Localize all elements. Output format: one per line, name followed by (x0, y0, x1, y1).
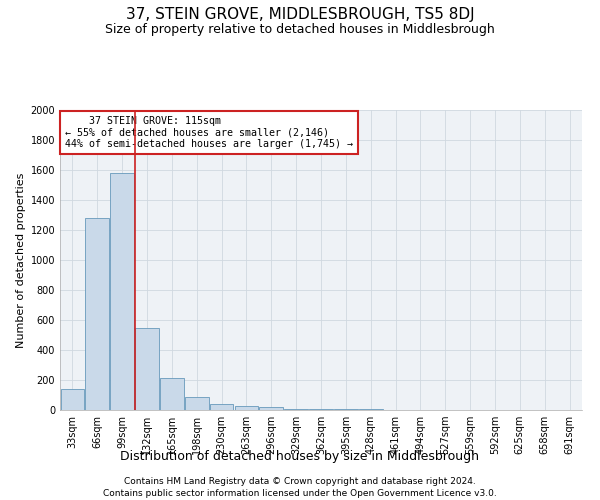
Bar (309, 409, 333, 410)
Bar (284, 409, 308, 410)
Text: 37, STEIN GROVE, MIDDLESBROUGH, TS5 8DJ: 37, STEIN GROVE, MIDDLESBROUGH, TS5 8DJ (125, 8, 475, 22)
Bar (135, 328, 159, 410)
Bar (235, 406, 258, 410)
Text: Contains HM Land Registry data © Crown copyright and database right 2024.: Contains HM Land Registry data © Crown c… (124, 478, 476, 486)
Y-axis label: Number of detached properties: Number of detached properties (16, 172, 26, 348)
Bar (210, 404, 233, 410)
Bar (359, 409, 383, 410)
Bar (110, 173, 134, 410)
Bar (334, 409, 358, 410)
Text: Distribution of detached houses by size in Middlesbrough: Distribution of detached houses by size … (121, 450, 479, 463)
Text: Contains public sector information licensed under the Open Government Licence v3: Contains public sector information licen… (103, 489, 497, 498)
Bar (185, 397, 209, 410)
Bar (85, 218, 109, 410)
Text: Size of property relative to detached houses in Middlesbrough: Size of property relative to detached ho… (105, 22, 495, 36)
Bar (61, 389, 84, 410)
Bar (160, 378, 184, 410)
Bar (259, 408, 283, 410)
Text: 37 STEIN GROVE: 115sqm
← 55% of detached houses are smaller (2,146)
44% of semi-: 37 STEIN GROVE: 115sqm ← 55% of detached… (65, 116, 353, 149)
